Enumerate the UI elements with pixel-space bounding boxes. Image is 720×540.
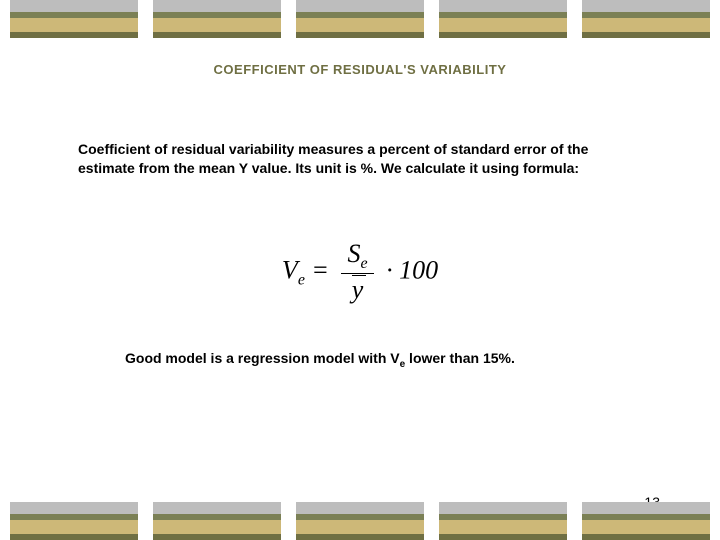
decor-block — [153, 0, 281, 38]
decor-block — [10, 502, 138, 540]
decor-block — [582, 502, 710, 540]
formula: Ve = Se y · 100 — [0, 240, 720, 305]
note-pre: Good model is a regression model with V — [125, 350, 400, 366]
decor-block — [153, 502, 281, 540]
decor-block — [296, 0, 424, 38]
top-decor-bar — [0, 0, 720, 38]
formula-numerator: Se — [341, 240, 373, 274]
decor-block — [296, 502, 424, 540]
formula-lhs-base: V — [282, 255, 298, 284]
decor-block — [10, 0, 138, 38]
numerator-sub: e — [360, 255, 367, 272]
equals-sign: = — [311, 255, 335, 284]
formula-denominator: y — [341, 274, 373, 305]
body-paragraph: Coefficient of residual variability meas… — [78, 140, 638, 178]
slide-title: COEFFICIENT OF RESIDUAL'S VARIABILITY — [0, 62, 720, 77]
numerator-base: S — [347, 239, 360, 268]
denominator-ybar: y — [352, 274, 364, 305]
formula-fraction: Se y — [341, 240, 373, 305]
bottom-decor-bar — [0, 502, 720, 540]
decor-block — [439, 0, 567, 38]
note-text: Good model is a regression model with Ve… — [125, 350, 645, 370]
decor-block — [439, 502, 567, 540]
cdot: · — [386, 255, 399, 284]
formula-lhs-sub: e — [298, 272, 305, 289]
decor-block — [582, 0, 710, 38]
formula-multiplier: 100 — [399, 255, 438, 284]
note-post: lower than 15%. — [405, 350, 515, 366]
